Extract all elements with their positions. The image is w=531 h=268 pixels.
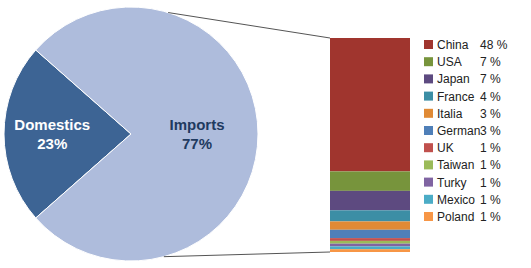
slice-label: Domestics — [14, 116, 90, 133]
bar-segment — [330, 244, 410, 247]
legend-label: USA — [437, 55, 462, 69]
legend-label: German — [437, 124, 480, 138]
bar-segment — [330, 38, 410, 171]
legend-value: 1 % — [480, 176, 501, 190]
bar-stack — [330, 38, 410, 252]
chart-root: Domestics 23% Imports 77% China 48 % USA 7 % Jap… — [0, 0, 531, 268]
bar-segment — [330, 238, 410, 241]
legend-value: 1 % — [480, 193, 501, 207]
slice-label: Imports — [170, 116, 225, 133]
legend-swatch — [424, 92, 433, 101]
legend-swatch — [424, 109, 433, 118]
connector — [168, 13, 330, 38]
bar-segment — [330, 249, 410, 252]
bar-segment — [330, 246, 410, 249]
legend-label: UK — [437, 141, 454, 155]
legend-label: Poland — [437, 210, 474, 224]
legend-swatch — [424, 195, 433, 204]
bar-segment — [330, 221, 410, 229]
legend-value: 1 % — [480, 158, 501, 172]
legend-swatch — [424, 57, 433, 66]
chart-svg: Domestics 23% Imports 77% China 48 % USA 7 % Jap… — [0, 0, 531, 268]
legend-swatch — [424, 74, 433, 83]
legend-value: 48 % — [480, 38, 508, 52]
pie — [4, 7, 258, 261]
legend: China 48 % USA 7 % Japan 7 % France 4 % Italia 3 … — [424, 38, 508, 224]
bar-segment — [330, 191, 410, 210]
bar-segment — [330, 171, 410, 190]
legend-label: Taiwan — [437, 158, 474, 172]
legend-label: China — [437, 38, 469, 52]
slice-value: 77% — [182, 135, 212, 152]
legend-value: 7 % — [480, 72, 501, 86]
legend-label: France — [437, 90, 475, 104]
legend-value: 7 % — [480, 55, 501, 69]
legend-label: Turky — [437, 176, 467, 190]
legend-value: 3 % — [480, 107, 501, 121]
bar-segment — [330, 210, 410, 221]
legend-label: Italia — [437, 107, 463, 121]
legend-swatch — [424, 178, 433, 187]
legend-swatch — [424, 143, 433, 152]
legend-label: Japan — [437, 72, 470, 86]
legend-swatch — [424, 212, 433, 221]
bar-segment — [330, 241, 410, 244]
legend-value: 3 % — [480, 124, 501, 138]
bar-segment — [330, 230, 410, 238]
legend-label: Mexico — [437, 193, 475, 207]
legend-swatch — [424, 160, 433, 169]
legend-value: 1 % — [480, 210, 501, 224]
connector — [164, 252, 330, 257]
legend-swatch — [424, 40, 433, 49]
legend-value: 4 % — [480, 90, 501, 104]
legend-value: 1 % — [480, 141, 501, 155]
legend-swatch — [424, 126, 433, 135]
slice-value: 23% — [37, 135, 67, 152]
pie-slice — [36, 7, 258, 261]
